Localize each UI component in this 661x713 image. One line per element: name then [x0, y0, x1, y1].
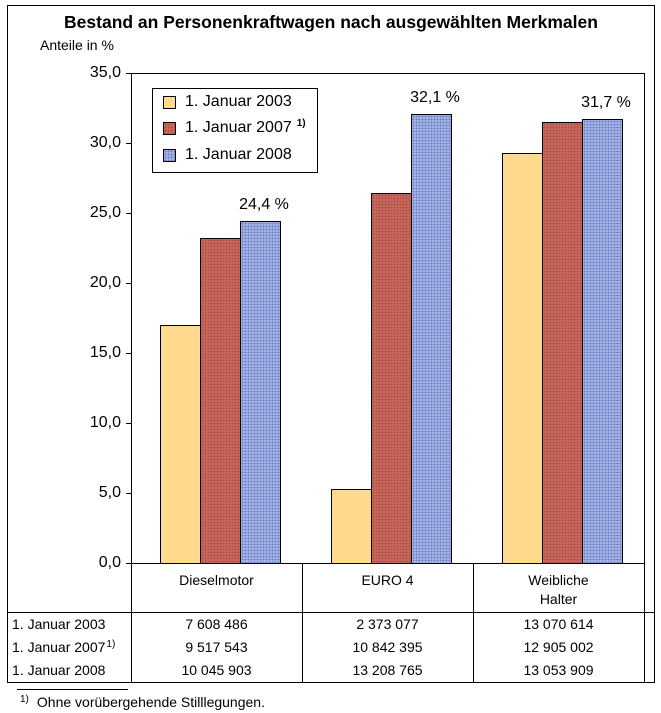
y-tick-label: 15,0 — [89, 344, 121, 361]
y-tick-mark — [126, 423, 131, 424]
category-divider — [644, 563, 645, 683]
bar-weibliche-halter-1-januar-2003 — [502, 153, 543, 564]
bar-dieselmotor-1-januar-2008 — [240, 221, 281, 564]
table-row-label: 1. Januar 2008 — [12, 659, 130, 682]
legend-swatch — [163, 122, 176, 135]
y-tick-label: 35,0 — [89, 64, 121, 81]
y-tick-mark — [126, 143, 131, 144]
footnote-marker: 1) — [20, 694, 29, 705]
y-tick-label: 10,0 — [89, 414, 121, 431]
bar-euro-4-1-januar-2003 — [331, 489, 372, 564]
table-row-label: 1. Januar 2003 — [12, 613, 130, 636]
chart-legend: 1. Januar 2003 1. Januar 2007 1) 1. Janua… — [152, 88, 318, 173]
y-tick-mark — [126, 563, 131, 564]
table-cell: 10 842 395 — [352, 639, 423, 655]
y-tick-label: 25,0 — [89, 204, 121, 221]
footnote: 1) Ohne vorübergehende Stilllegungen. — [20, 694, 265, 713]
footnote-text: Ohne vorübergehende Stilllegungen. — [36, 694, 265, 710]
table-row: 1. Januar 2008 10 045 903 13 208 765 13 … — [7, 659, 655, 682]
legend-label: 1. Januar 2007 — [185, 119, 292, 136]
table-row: 1. Januar 2003 7 608 486 2 373 077 13 07… — [7, 613, 655, 636]
table-row-label: 1. Januar 20071) — [12, 636, 130, 659]
legend-item: 1. Januar 2003 — [153, 93, 317, 111]
bar-dieselmotor-1-januar-2007 — [200, 238, 241, 564]
y-tick-label: 20,0 — [89, 274, 121, 291]
y-tick-label: 5,0 — [98, 484, 121, 501]
table-cell: 10 045 903 — [181, 662, 252, 678]
bar-weibliche-halter-1-januar-2007 — [542, 122, 583, 564]
category-divider — [473, 563, 474, 683]
y-tick-mark — [126, 353, 131, 354]
footnote-rule — [17, 689, 128, 690]
table-row-label-text: 1. Januar 2003 — [12, 616, 106, 632]
legend-label: 1. Januar 2008 — [185, 146, 292, 163]
legend-item: 1. Januar 2008 — [153, 146, 317, 164]
chart-title: Bestand an Personenkraftwagen nach ausge… — [64, 12, 598, 32]
y-tick-mark — [126, 493, 131, 494]
table-cell: 9 517 543 — [185, 639, 248, 655]
chart-frame — [7, 5, 655, 683]
x-category-label: EURO 4 — [361, 572, 414, 588]
table-row-label-text: 1. Januar 2007 — [12, 639, 106, 655]
table-cell: 2 373 077 — [356, 616, 419, 632]
legend-swatch — [163, 96, 176, 109]
y-tick-label: 30,0 — [89, 134, 121, 151]
bar-dieselmotor-1-januar-2003 — [160, 325, 201, 564]
y-tick-mark — [126, 283, 131, 284]
table-top-rule — [7, 612, 655, 613]
category-divider — [302, 563, 303, 683]
data-label-dieselmotor: 24,4 % — [239, 196, 289, 213]
table-cell: 13 070 614 — [523, 616, 594, 632]
data-label-weibliche-halter: 31,7 % — [581, 94, 631, 111]
bar-weibliche-halter-1-januar-2008 — [582, 119, 623, 564]
category-divider — [131, 563, 132, 683]
table-row-label-text: 1. Januar 2008 — [12, 662, 106, 678]
legend-label-group: 1. Januar 2003 — [185, 93, 292, 111]
x-category-label: Weibliche Halter — [528, 572, 589, 607]
legend-label: 1. Januar 2003 — [185, 93, 292, 110]
y-tick-mark — [126, 73, 131, 74]
table-cell: 13 053 909 — [523, 662, 594, 678]
table-row: 1. Januar 20071) 9 517 543 10 842 395 12… — [7, 636, 655, 659]
bar-euro-4-1-januar-2008 — [411, 114, 452, 564]
y-tick-mark — [126, 213, 131, 214]
table-cell: 13 208 765 — [352, 662, 423, 678]
footnote-marker: 1) — [296, 118, 306, 129]
legend-item: 1. Januar 2007 1) — [153, 118, 317, 139]
footnote-marker: 1) — [106, 639, 116, 650]
legend-label-group: 1. Januar 2008 — [185, 146, 292, 164]
table-cell: 7 608 486 — [185, 616, 248, 632]
bar-euro-4-1-januar-2007 — [371, 193, 412, 564]
table-cell: 12 905 002 — [523, 639, 594, 655]
x-category-label: Dieselmotor — [179, 572, 254, 588]
legend-label-group: 1. Januar 2007 1) — [185, 118, 306, 139]
legend-swatch — [163, 149, 176, 162]
data-label-euro-4: 32,1 % — [410, 89, 460, 106]
y-tick-label: 0,0 — [98, 554, 121, 571]
y-axis-label: Anteile in % — [40, 37, 114, 53]
